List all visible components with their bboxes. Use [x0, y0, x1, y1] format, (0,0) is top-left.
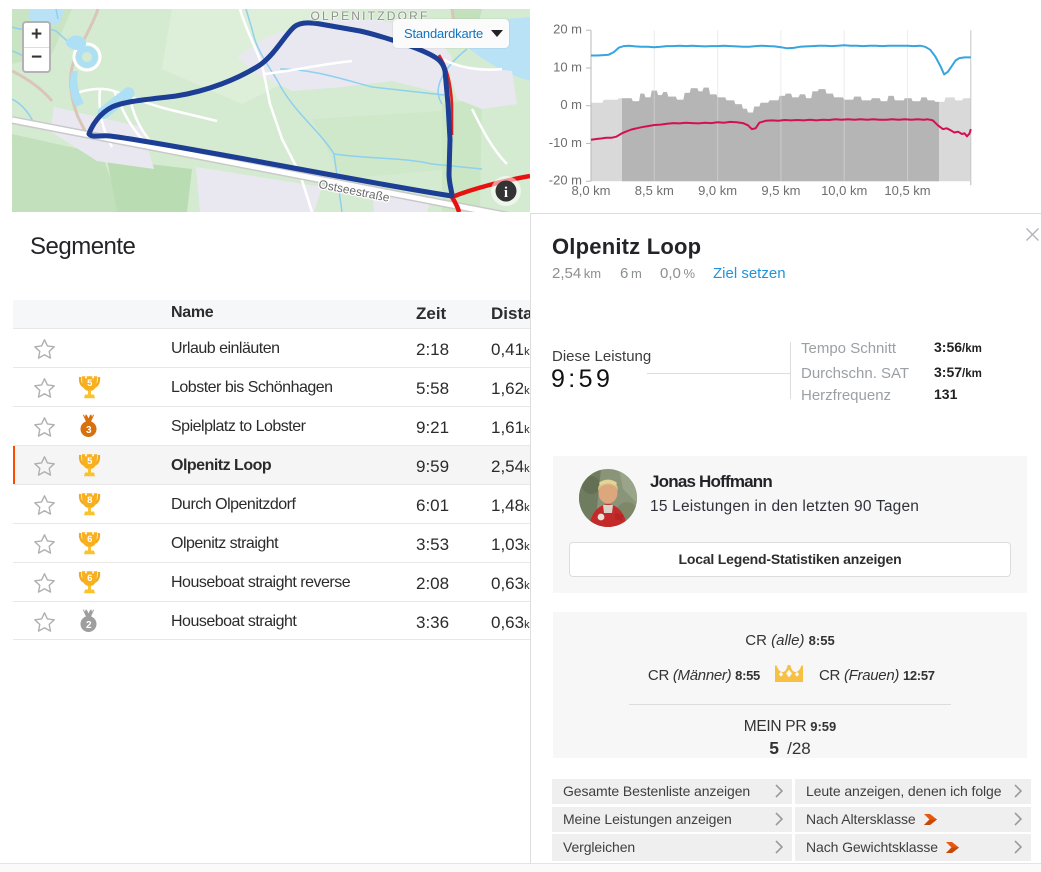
svg-text:5: 5	[87, 456, 93, 467]
svg-text:20 m: 20 m	[553, 22, 582, 37]
svg-text:0 m: 0 m	[560, 97, 582, 112]
svg-text:9,5 km: 9,5 km	[761, 183, 800, 198]
svg-text:8,5 km: 8,5 km	[635, 183, 674, 198]
svg-text:8: 8	[87, 495, 92, 506]
svg-text:2: 2	[86, 620, 92, 631]
svg-text:i: i	[504, 185, 508, 201]
svg-text:3: 3	[86, 425, 92, 436]
svg-text:6: 6	[87, 573, 92, 584]
svg-text:5: 5	[87, 378, 93, 389]
svg-text:6: 6	[87, 534, 92, 545]
svg-text:8,0 km: 8,0 km	[571, 183, 610, 198]
svg-text:10,0 km: 10,0 km	[821, 183, 867, 198]
svg-text:10,5 km: 10,5 km	[884, 183, 930, 198]
svg-text:10 m: 10 m	[553, 60, 582, 75]
svg-text:9,0 km: 9,0 km	[698, 183, 737, 198]
svg-text:-20 m: -20 m	[549, 173, 582, 188]
svg-text:-10 m: -10 m	[549, 135, 582, 150]
